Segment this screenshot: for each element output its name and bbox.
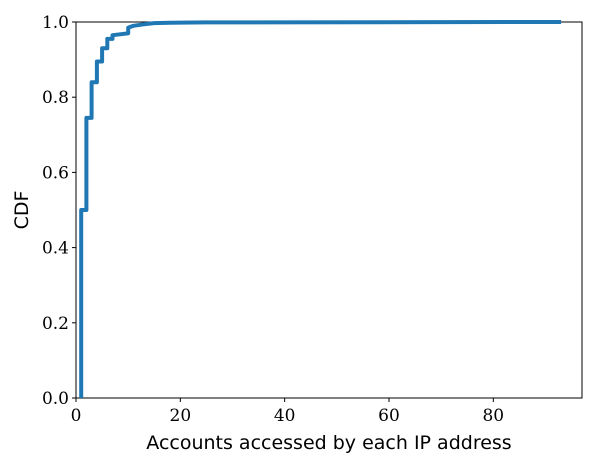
x-axis-label: Accounts accessed by each IP address — [146, 432, 511, 454]
y-axis-ticks: 0.0 0.2 0.4 0.6 0.8 1.0 — [42, 13, 76, 409]
y-tick-label: 0.8 — [42, 88, 69, 108]
x-tick-label: 20 — [170, 406, 192, 426]
plot-frame — [75, 21, 583, 399]
x-axis-ticks: 0 20 40 60 80 — [71, 398, 504, 426]
y-tick-label: 0.0 — [42, 389, 69, 409]
cdf-series-line — [79, 20, 562, 398]
x-tick-label: 0 — [71, 406, 82, 426]
y-tick-label: 0.6 — [42, 163, 69, 183]
y-axis-label: CDF — [11, 191, 33, 230]
x-tick-label: 80 — [482, 406, 504, 426]
x-tick-label: 40 — [274, 406, 296, 426]
y-tick-label: 0.4 — [42, 239, 69, 259]
x-tick-label: 60 — [378, 406, 400, 426]
y-tick-label: 1.0 — [42, 13, 69, 33]
y-tick-label: 0.2 — [42, 314, 69, 334]
